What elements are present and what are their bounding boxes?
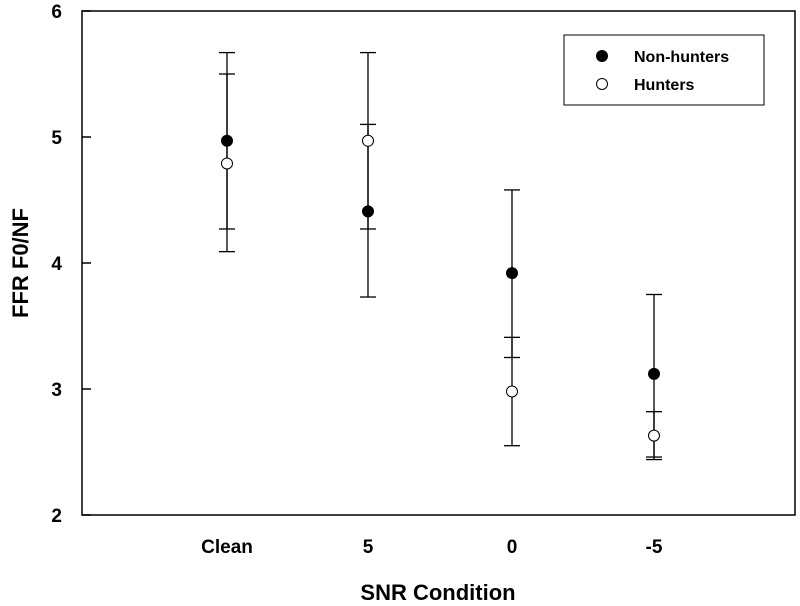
- x-tick-label: 0: [507, 537, 518, 558]
- data-point-non-hunters: [506, 267, 518, 280]
- legend-box: [563, 34, 765, 106]
- ticks-layer: 2 3 4 5 6 Clean 5 0 -5: [51, 2, 662, 558]
- y-axis-title: FFR F0/NF: [8, 208, 33, 318]
- legend-label-hunters: Hunters: [634, 77, 695, 94]
- y-tick-label: 3: [51, 380, 62, 401]
- y-tick-label: 5: [51, 128, 62, 149]
- data-point-hunters: [506, 385, 518, 398]
- x-tick-label: Clean: [201, 537, 253, 558]
- legend: Non-hunters Hunters: [563, 34, 765, 106]
- y-tick-label: 4: [51, 254, 62, 275]
- x-tick-label: 5: [363, 537, 374, 558]
- data-point-non-hunters: [221, 134, 233, 147]
- legend-label-non-hunters: Non-hunters: [634, 49, 729, 66]
- data-point-hunters: [221, 157, 233, 170]
- data-layer: [219, 51, 662, 461]
- x-axis-title: SNR Condition: [360, 580, 515, 605]
- data-point-non-hunters: [648, 367, 660, 380]
- y-tick-label: 6: [51, 2, 62, 23]
- y-tick-label: 2: [51, 506, 62, 527]
- data-point-hunters: [362, 134, 374, 147]
- data-point-hunters: [648, 429, 660, 442]
- x-tick-label: -5: [646, 537, 663, 558]
- legend-marker-hunters: [596, 78, 608, 90]
- data-point-non-hunters: [362, 205, 374, 218]
- legend-marker-non-hunters: [596, 50, 608, 62]
